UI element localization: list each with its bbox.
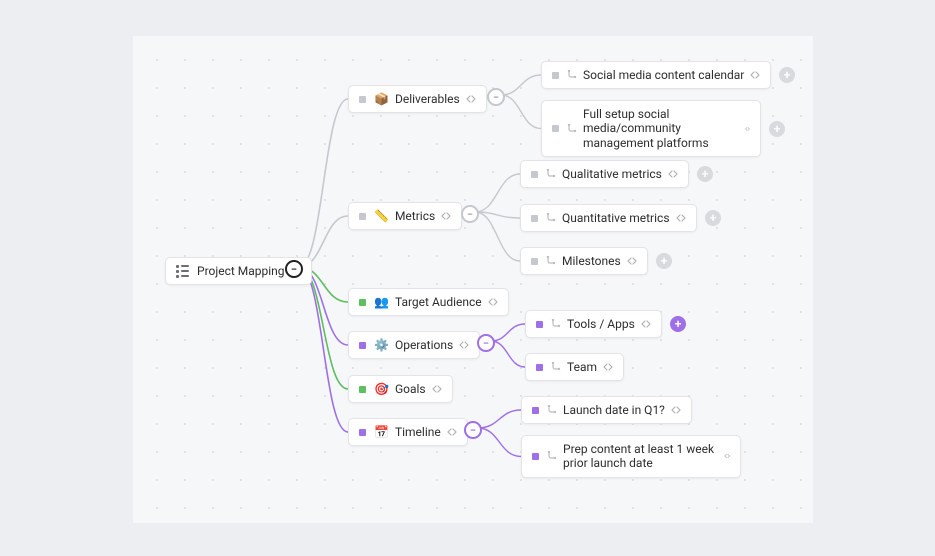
child-miles[interactable]: Milestones bbox=[520, 247, 648, 275]
node-label: Metrics bbox=[395, 209, 435, 223]
status-square bbox=[536, 364, 543, 371]
expand-icon[interactable] bbox=[627, 256, 637, 266]
category-icon: 📏 bbox=[374, 209, 389, 223]
add-child-quant[interactable]: + bbox=[705, 210, 721, 226]
add-child-smcc[interactable]: + bbox=[779, 67, 795, 83]
expand-icon[interactable] bbox=[676, 213, 686, 223]
node-label: Goals bbox=[395, 382, 426, 396]
branch-timeline-handle[interactable]: − bbox=[464, 421, 482, 439]
node-label: Launch date in Q1? bbox=[563, 403, 665, 417]
expand-icon[interactable] bbox=[447, 427, 457, 437]
expand-icon[interactable] bbox=[441, 211, 451, 221]
branch-goals[interactable]: 🎯 Goals bbox=[348, 375, 453, 403]
status-square bbox=[552, 72, 559, 79]
status-square bbox=[359, 429, 366, 436]
child-quant[interactable]: Quantitative metrics bbox=[520, 204, 697, 232]
child-team[interactable]: Team bbox=[525, 353, 624, 381]
status-square bbox=[552, 125, 559, 132]
node-label: Timeline bbox=[395, 425, 441, 439]
branch-metrics-handle[interactable]: − bbox=[461, 205, 479, 223]
branch-operations-handle[interactable]: − bbox=[477, 334, 495, 352]
expand-icon[interactable] bbox=[488, 297, 498, 307]
add-child-qual[interactable]: + bbox=[697, 166, 713, 182]
list-icon bbox=[176, 265, 189, 278]
node-label: Full setup social media/community manage… bbox=[583, 107, 739, 150]
child-tools[interactable]: Tools / Apps bbox=[525, 310, 662, 338]
node-label: Milestones bbox=[562, 254, 621, 268]
node-label: Prep content at least 1 week prior launc… bbox=[563, 442, 718, 471]
branch-metrics[interactable]: 📏 Metrics bbox=[348, 202, 462, 230]
status-square bbox=[359, 386, 366, 393]
expand-icon[interactable] bbox=[745, 124, 750, 134]
branch-audience[interactable]: 👥 Target Audience bbox=[348, 288, 509, 316]
expand-icon[interactable] bbox=[750, 70, 760, 80]
expand-icon[interactable] bbox=[724, 451, 730, 461]
expand-icon[interactable] bbox=[432, 384, 442, 394]
child-fullsetup[interactable]: Full setup social media/community manage… bbox=[541, 100, 761, 157]
node-label: Tools / Apps bbox=[567, 317, 635, 331]
category-icon: 📅 bbox=[374, 425, 389, 439]
node-label: Team bbox=[567, 360, 597, 374]
category-icon: 👥 bbox=[374, 295, 389, 309]
branch-operations[interactable]: ⚙️ Operations bbox=[348, 331, 480, 359]
status-square bbox=[531, 215, 538, 222]
status-square bbox=[359, 213, 366, 220]
status-square bbox=[536, 321, 543, 328]
expand-icon[interactable] bbox=[459, 340, 469, 350]
child-launch[interactable]: Launch date in Q1? bbox=[521, 396, 692, 424]
expand-icon[interactable] bbox=[671, 405, 681, 415]
branch-deliverables[interactable]: 📦 Deliverables bbox=[348, 85, 487, 113]
status-square bbox=[532, 407, 539, 414]
status-square bbox=[359, 342, 366, 349]
category-icon: 📦 bbox=[374, 92, 389, 106]
node-label: Target Audience bbox=[395, 295, 482, 309]
child-smcc[interactable]: Social media content calendar bbox=[541, 61, 771, 89]
node-label: Operations bbox=[395, 338, 453, 352]
status-square bbox=[359, 299, 366, 306]
node-label: Social media content calendar bbox=[583, 68, 744, 82]
add-child-miles[interactable]: + bbox=[656, 253, 672, 269]
add-child-tools[interactable]: + bbox=[670, 316, 686, 332]
branch-deliverables-handle[interactable]: − bbox=[487, 88, 505, 106]
expand-icon[interactable] bbox=[668, 169, 678, 179]
status-square bbox=[532, 453, 539, 460]
child-prep[interactable]: Prep content at least 1 week prior launc… bbox=[521, 435, 741, 478]
status-square bbox=[359, 96, 366, 103]
node-label: Quantitative metrics bbox=[562, 211, 670, 225]
expand-icon[interactable] bbox=[466, 94, 476, 104]
expand-icon[interactable] bbox=[641, 319, 651, 329]
child-qual[interactable]: Qualitative metrics bbox=[520, 160, 689, 188]
status-square bbox=[531, 258, 538, 265]
category-icon: 🎯 bbox=[374, 382, 389, 396]
node-label: Deliverables bbox=[395, 92, 460, 106]
status-square bbox=[531, 171, 538, 178]
node-label: Project Mapping bbox=[197, 264, 285, 278]
root-collapse-handle[interactable]: − bbox=[285, 260, 303, 278]
branch-timeline[interactable]: 📅 Timeline bbox=[348, 418, 468, 446]
node-label: Qualitative metrics bbox=[562, 167, 662, 181]
category-icon: ⚙️ bbox=[374, 338, 389, 352]
mindmap-canvas[interactable]: Project Mapping−📦Deliverables−📏Metrics−👥… bbox=[133, 36, 813, 523]
expand-icon[interactable] bbox=[603, 362, 613, 372]
add-child-fullsetup[interactable]: + bbox=[769, 121, 785, 137]
